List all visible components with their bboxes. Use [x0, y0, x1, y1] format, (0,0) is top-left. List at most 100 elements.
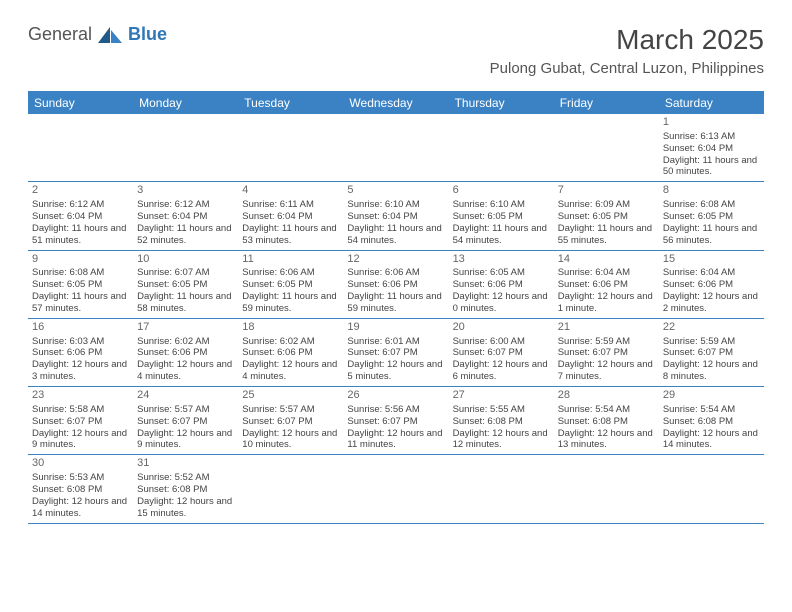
sunrise-line: Sunrise: 5:58 AM [32, 404, 129, 416]
sunset-line: Sunset: 6:07 PM [242, 416, 339, 428]
sunrise-line: Sunrise: 6:07 AM [137, 267, 234, 279]
calendar-day-empty [238, 455, 343, 522]
calendar-week: 16Sunrise: 6:03 AMSunset: 6:06 PMDayligh… [28, 319, 764, 387]
daylight-line: Daylight: 12 hours and 9 minutes. [137, 428, 234, 452]
daylight-line: Daylight: 12 hours and 1 minute. [558, 291, 655, 315]
day-number: 6 [453, 184, 550, 198]
sunset-line: Sunset: 6:04 PM [32, 211, 129, 223]
daylight-line: Daylight: 12 hours and 2 minutes. [663, 291, 760, 315]
sunrise-line: Sunrise: 5:54 AM [558, 404, 655, 416]
sunrise-line: Sunrise: 6:04 AM [558, 267, 655, 279]
calendar-day: 25Sunrise: 5:57 AMSunset: 6:07 PMDayligh… [238, 387, 343, 454]
daylight-line: Daylight: 12 hours and 3 minutes. [32, 359, 129, 383]
sunset-line: Sunset: 6:06 PM [32, 347, 129, 359]
calendar-day: 31Sunrise: 5:52 AMSunset: 6:08 PMDayligh… [133, 455, 238, 522]
calendar-day: 19Sunrise: 6:01 AMSunset: 6:07 PMDayligh… [343, 319, 448, 386]
sunset-line: Sunset: 6:05 PM [558, 211, 655, 223]
day-number: 13 [453, 253, 550, 267]
calendar-day-empty [343, 455, 448, 522]
sunset-line: Sunset: 6:05 PM [663, 211, 760, 223]
daylight-line: Daylight: 12 hours and 8 minutes. [663, 359, 760, 383]
day-number: 30 [32, 457, 129, 471]
day-number: 25 [242, 389, 339, 403]
sunrise-line: Sunrise: 5:59 AM [663, 336, 760, 348]
sunrise-line: Sunrise: 6:02 AM [242, 336, 339, 348]
calendar-week: 9Sunrise: 6:08 AM Sunset: 6:05 PM Daylight… [28, 251, 764, 319]
sunrise-line: Sunrise: 5:57 AM [137, 404, 234, 416]
day-number: 21 [558, 321, 655, 335]
calendar-day: 2Sunrise: 6:12 AMSunset: 6:04 PMDaylight… [28, 182, 133, 249]
sunrise-line: Sunrise: 5:54 AM [663, 404, 760, 416]
sunrise-line: Sunrise: 6:01 AM [347, 336, 444, 348]
calendar-day: 24Sunrise: 5:57 AMSunset: 6:07 PMDayligh… [133, 387, 238, 454]
calendar-day: 9Sunrise: 6:08 AMSunset: 6:05 PMDaylight… [28, 251, 133, 318]
sunset-line: Sunset: 6:04 PM [347, 211, 444, 223]
daylight-line: Daylight: 11 hours and 51 minutes. [32, 223, 129, 247]
sunset-line: Sunset: 6:07 PM [137, 416, 234, 428]
calendar-day: 17Sunrise: 6:02 AMSunset: 6:06 PMDayligh… [133, 319, 238, 386]
daylight-line: Daylight: 12 hours and 7 minutes. [558, 359, 655, 383]
day-number: 26 [347, 389, 444, 403]
weekday-header: Monday [133, 93, 238, 114]
daylight-line: Daylight: 12 hours and 10 minutes. [242, 428, 339, 452]
sunset-line: Sunset: 6:08 PM [558, 416, 655, 428]
sunset-line: Sunset: 6:04 PM [137, 211, 234, 223]
day-number: 11 [242, 253, 339, 267]
calendar-day: 21Sunrise: 5:59 AMSunset: 6:07 PMDayligh… [554, 319, 659, 386]
sunrise-line: Sunrise: 6:10 AM [453, 199, 550, 211]
daylight-line: Daylight: 12 hours and 13 minutes. [558, 428, 655, 452]
sunrise-line: Sunrise: 6:11 AM [242, 199, 339, 211]
day-number: 29 [663, 389, 760, 403]
calendar-day: 12Sunrise: 6:06 AMSunset: 6:06 PMDayligh… [343, 251, 448, 318]
daylight-line: Daylight: 11 hours and 53 minutes. [242, 223, 339, 247]
sunrise-line: Sunrise: 5:56 AM [347, 404, 444, 416]
daylight-line: Daylight: 12 hours and 6 minutes. [453, 359, 550, 383]
calendar-day: 16Sunrise: 6:03 AMSunset: 6:06 PMDayligh… [28, 319, 133, 386]
sunrise-line: Sunrise: 6:12 AM [137, 199, 234, 211]
calendar-day: 29Sunrise: 5:54 AMSunset: 6:08 PMDayligh… [659, 387, 764, 454]
daylight-line: Daylight: 11 hours and 50 minutes. [663, 155, 760, 179]
day-number: 18 [242, 321, 339, 335]
day-number: 24 [137, 389, 234, 403]
calendar-day: 13Sunrise: 6:05 AMSunset: 6:06 PMDayligh… [449, 251, 554, 318]
calendar-day-empty [554, 114, 659, 181]
daylight-line: Daylight: 12 hours and 14 minutes. [32, 496, 129, 520]
sunrise-line: Sunrise: 6:04 AM [663, 267, 760, 279]
sunrise-line: Sunrise: 6:08 AM [32, 267, 129, 279]
calendar-day: 27Sunrise: 5:55 AMSunset: 6:08 PMDayligh… [449, 387, 554, 454]
title-block: March 2025 Pulong Gubat, Central Luzon, … [490, 24, 764, 77]
sunrise-line: Sunrise: 5:52 AM [137, 472, 234, 484]
daylight-line: Daylight: 11 hours and 59 minutes. [242, 291, 339, 315]
sunset-line: Sunset: 6:06 PM [663, 279, 760, 291]
sunset-line: Sunset: 6:06 PM [347, 279, 444, 291]
sunset-line: Sunset: 6:04 PM [242, 211, 339, 223]
logo: General Blue [28, 24, 167, 45]
calendar-day: 3Sunrise: 6:12 AMSunset: 6:04 PMDaylight… [133, 182, 238, 249]
sunset-line: Sunset: 6:08 PM [137, 484, 234, 496]
sunset-line: Sunset: 6:07 PM [347, 347, 444, 359]
sunrise-line: Sunrise: 5:53 AM [32, 472, 129, 484]
day-number: 2 [32, 184, 129, 198]
day-number: 3 [137, 184, 234, 198]
calendar-week: 2Sunrise: 6:12 AMSunset: 6:04 PMDaylight… [28, 182, 764, 250]
sunset-line: Sunset: 6:06 PM [137, 347, 234, 359]
day-number: 14 [558, 253, 655, 267]
sunrise-line: Sunrise: 6:05 AM [453, 267, 550, 279]
day-number: 9 [32, 253, 129, 267]
day-number: 1 [663, 116, 760, 130]
daylight-line: Daylight: 12 hours and 15 minutes. [137, 496, 234, 520]
sunset-line: Sunset: 6:07 PM [32, 416, 129, 428]
sunset-line: Sunset: 6:05 PM [137, 279, 234, 291]
calendar-day-empty [449, 455, 554, 522]
day-number: 5 [347, 184, 444, 198]
calendar-day: 20Sunrise: 6:00 AMSunset: 6:07 PMDayligh… [449, 319, 554, 386]
sunset-line: Sunset: 6:06 PM [242, 347, 339, 359]
weekday-header: Saturday [659, 93, 764, 114]
calendar-day: 23Sunrise: 5:58 AMSunset: 6:07 PMDayligh… [28, 387, 133, 454]
day-number: 31 [137, 457, 234, 471]
sunrise-line: Sunrise: 6:00 AM [453, 336, 550, 348]
daylight-line: Daylight: 11 hours and 57 minutes. [32, 291, 129, 315]
logo-text-general: General [28, 24, 92, 45]
sunset-line: Sunset: 6:08 PM [32, 484, 129, 496]
daylight-line: Daylight: 12 hours and 4 minutes. [137, 359, 234, 383]
